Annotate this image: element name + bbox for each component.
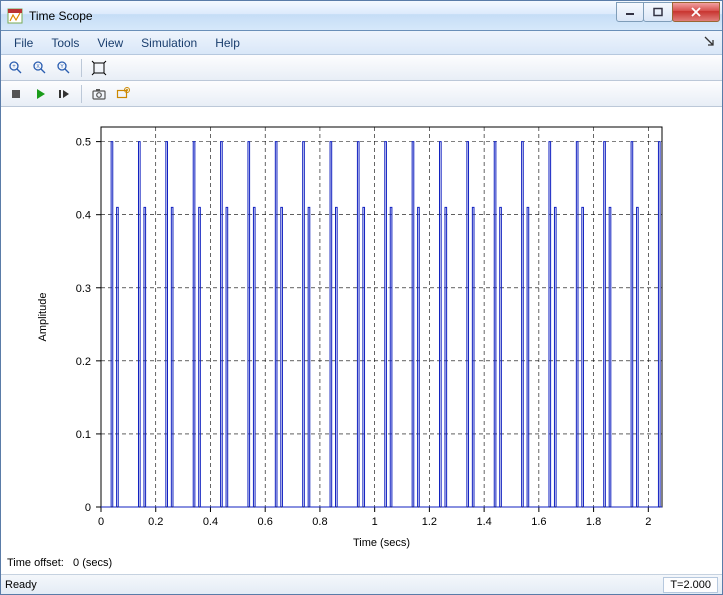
svg-text:0: 0 <box>98 516 104 528</box>
menu-file[interactable]: File <box>5 33 42 53</box>
zoom-y-icon[interactable]: Y <box>53 57 75 79</box>
svg-text:0: 0 <box>85 502 91 514</box>
menu-simulation[interactable]: Simulation <box>132 33 206 53</box>
window-buttons <box>617 2 720 22</box>
sim-toolbar <box>1 81 722 107</box>
minimize-button[interactable] <box>616 2 644 22</box>
svg-text:0.3: 0.3 <box>76 283 91 295</box>
plot-area: 0 0.2 0.4 0.6 0.8 1 1.2 1.4 1.6 1.8 2 0 0.1 0.2 0.3 0.4… <box>1 107 722 556</box>
svg-text:+: + <box>12 64 16 70</box>
svg-text:0.2: 0.2 <box>148 516 163 528</box>
svg-text:2: 2 <box>645 516 651 528</box>
svg-text:Time (secs): Time (secs) <box>353 537 410 549</box>
svg-text:0.8: 0.8 <box>312 516 327 528</box>
menu-view[interactable]: View <box>88 33 132 53</box>
menu-help[interactable]: Help <box>206 33 249 53</box>
maximize-button[interactable] <box>643 2 673 22</box>
svg-text:0.4: 0.4 <box>203 516 218 528</box>
menubar: File Tools View Simulation Help <box>1 31 722 55</box>
highlight-icon[interactable] <box>112 83 134 105</box>
close-button[interactable] <box>672 2 720 22</box>
zoom-in-icon[interactable]: + <box>5 57 27 79</box>
svg-text:0.2: 0.2 <box>76 356 91 368</box>
menu-tools[interactable]: Tools <box>42 33 88 53</box>
status-ready: Ready <box>5 579 663 591</box>
svg-text:1.8: 1.8 <box>586 516 601 528</box>
time-scope-chart: 0 0.2 0.4 0.6 0.8 1 1.2 1.4 1.6 1.8 2 0 0.1 0.2 0.3 0.4… <box>1 107 722 562</box>
svg-text:0.5: 0.5 <box>76 137 91 149</box>
menu-corner-icon[interactable] <box>700 36 718 49</box>
toolbar-separator <box>81 85 82 103</box>
svg-text:1: 1 <box>372 516 378 528</box>
status-time: T=2.000 <box>663 577 718 593</box>
svg-text:Amplitude: Amplitude <box>37 293 49 342</box>
window: Time Scope File Tools View Simulation He… <box>0 0 723 595</box>
stop-icon[interactable] <box>5 83 27 105</box>
snapshot-icon[interactable] <box>88 83 110 105</box>
zoom-x-icon[interactable]: X <box>29 57 51 79</box>
app-icon <box>7 8 23 24</box>
toolbar-separator <box>81 59 82 77</box>
svg-text:1.2: 1.2 <box>422 516 437 528</box>
svg-text:1.4: 1.4 <box>476 516 491 528</box>
window-title: Time Scope <box>29 9 617 23</box>
titlebar[interactable]: Time Scope <box>1 1 722 31</box>
zoom-toolbar: + X Y <box>1 55 722 81</box>
play-icon[interactable] <box>29 83 51 105</box>
svg-text:1.6: 1.6 <box>531 516 546 528</box>
svg-text:0.4: 0.4 <box>76 210 91 222</box>
autoscale-icon[interactable] <box>88 57 110 79</box>
step-icon[interactable] <box>53 83 75 105</box>
status-bar: Ready T=2.000 <box>1 574 722 594</box>
svg-text:0.1: 0.1 <box>76 429 91 441</box>
svg-text:0.6: 0.6 <box>258 516 273 528</box>
